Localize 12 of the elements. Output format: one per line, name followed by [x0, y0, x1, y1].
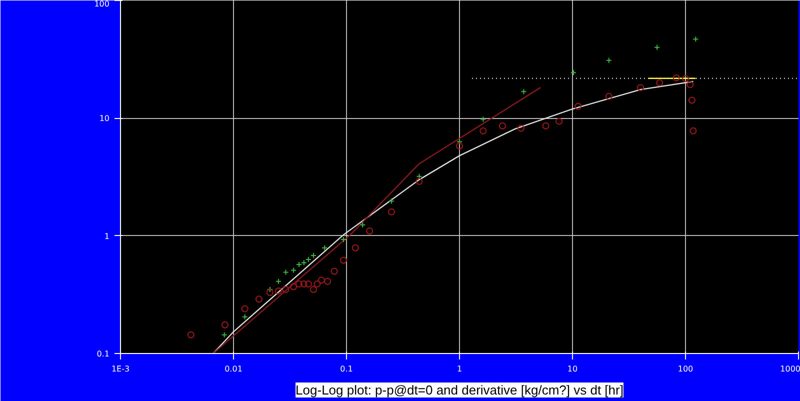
y-tick-label: 1	[104, 232, 110, 241]
y-tick-label: 10	[99, 114, 110, 124]
x-tick-label: 10	[567, 364, 578, 374]
x-tick-label: 1	[456, 364, 462, 374]
text: Log-Log plot: p-p@dt=0 and derivative [kg/cm?] vs dt [hr]	[296, 382, 624, 398]
x-tick-label: 100	[678, 364, 694, 374]
x-tick-label: 0.1	[340, 364, 353, 374]
y-tick-label: 0.1	[96, 350, 110, 358]
x-tick-label: 0.01	[224, 364, 242, 374]
y-tick-label: 100	[94, 0, 110, 8]
x-tick-label: 1000	[780, 364, 800, 374]
x-tick-label: 1E-3	[111, 364, 130, 374]
